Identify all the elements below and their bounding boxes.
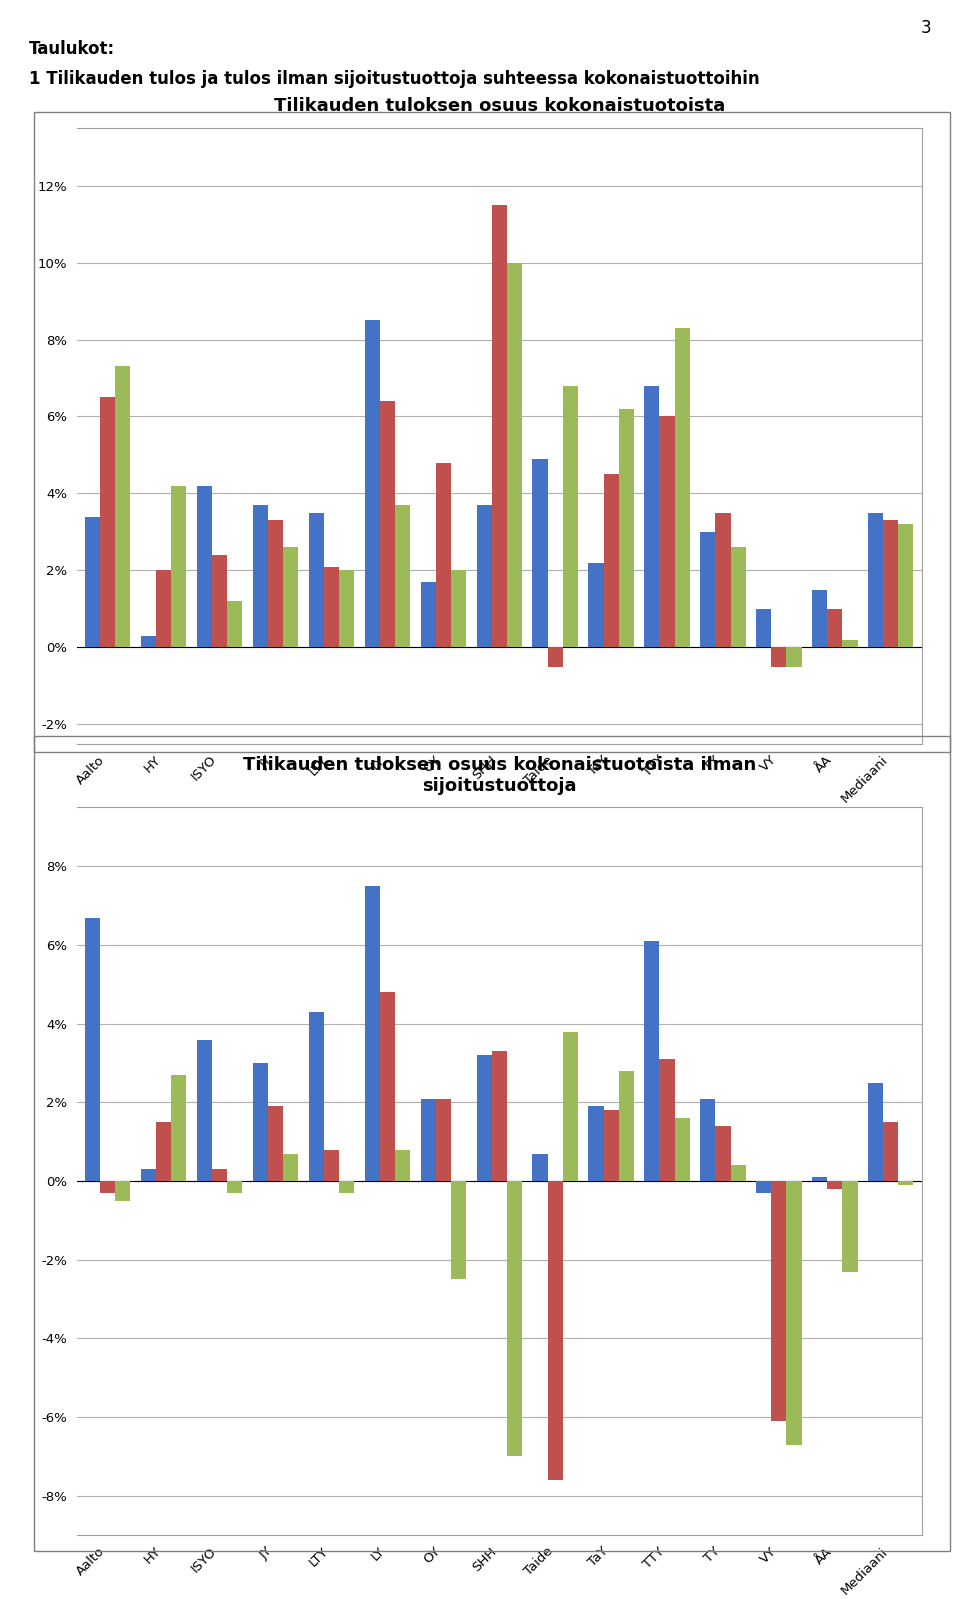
Legend: 2011, 2012, 2013: 2011, 2012, 2013 xyxy=(365,881,634,908)
Bar xyxy=(547,648,563,667)
Bar xyxy=(227,1182,242,1193)
Bar xyxy=(675,328,689,648)
Bar xyxy=(115,1182,131,1201)
Bar xyxy=(644,385,660,648)
Bar xyxy=(283,547,298,648)
Bar xyxy=(533,1153,547,1182)
Bar xyxy=(899,1182,914,1185)
Bar xyxy=(812,590,828,648)
Bar xyxy=(883,520,899,648)
Bar xyxy=(675,1118,689,1182)
Bar xyxy=(812,1177,828,1182)
Bar xyxy=(731,547,746,648)
Bar xyxy=(843,640,857,648)
Bar xyxy=(660,1059,675,1182)
Bar xyxy=(309,513,324,648)
Bar xyxy=(868,1083,883,1182)
Bar xyxy=(618,409,634,648)
Bar xyxy=(365,320,380,648)
Bar xyxy=(212,555,227,648)
Bar xyxy=(339,571,354,648)
Text: 1 Tilikauden tulos ja tulos ilman sijoitustuottoja suhteessa kokonaistuottoihin: 1 Tilikauden tulos ja tulos ilman sijoit… xyxy=(29,70,759,88)
Bar xyxy=(868,513,883,648)
Bar xyxy=(309,1012,324,1182)
Bar xyxy=(420,582,436,648)
Bar xyxy=(492,1051,507,1182)
Title: Tilikauden tuloksen osuus kokonaistuotoista: Tilikauden tuloksen osuus kokonaistuotoi… xyxy=(274,98,725,115)
Bar xyxy=(899,524,914,648)
Bar xyxy=(786,1182,802,1444)
Bar xyxy=(268,520,283,648)
Bar xyxy=(283,1153,298,1182)
Bar xyxy=(141,636,156,648)
Text: Taulukot:: Taulukot: xyxy=(29,40,115,58)
Bar xyxy=(365,886,380,1182)
Bar xyxy=(701,532,715,648)
Title: Tilikauden tuloksen osuus kokonaistuotoista ilman
sijoitustuottoja: Tilikauden tuloksen osuus kokonaistuotoi… xyxy=(243,756,756,795)
Text: 3: 3 xyxy=(921,19,931,37)
Bar xyxy=(420,1099,436,1182)
Bar xyxy=(252,505,268,648)
Bar xyxy=(492,205,507,648)
Bar xyxy=(547,1182,563,1481)
Bar xyxy=(476,1055,492,1182)
Bar xyxy=(588,563,604,648)
Bar xyxy=(395,1150,410,1182)
Bar xyxy=(715,1126,731,1182)
Bar xyxy=(197,1039,212,1182)
Bar xyxy=(772,648,786,667)
Bar xyxy=(227,601,242,648)
Bar xyxy=(563,385,578,648)
Bar xyxy=(507,262,522,648)
Bar xyxy=(212,1169,227,1182)
Bar xyxy=(324,566,339,648)
Bar xyxy=(507,1182,522,1457)
Bar xyxy=(171,1075,186,1182)
Bar xyxy=(828,609,843,648)
Bar xyxy=(451,1182,466,1279)
Bar xyxy=(115,366,131,648)
Legend: 2011, 2012, 2013: 2011, 2012, 2013 xyxy=(365,1594,634,1599)
Bar xyxy=(786,648,802,667)
Bar xyxy=(731,1166,746,1182)
Bar xyxy=(644,942,660,1182)
Bar xyxy=(756,609,772,648)
Bar xyxy=(84,516,100,648)
Bar xyxy=(533,459,547,648)
Bar xyxy=(339,1182,354,1193)
Bar xyxy=(618,1071,634,1182)
Bar xyxy=(380,993,395,1182)
Bar xyxy=(156,1122,171,1182)
Bar xyxy=(268,1107,283,1182)
Bar xyxy=(451,571,466,648)
Bar xyxy=(171,486,186,648)
Bar xyxy=(701,1099,715,1182)
Bar xyxy=(324,1150,339,1182)
Bar xyxy=(756,1182,772,1193)
Bar xyxy=(604,475,618,648)
Bar xyxy=(715,513,731,648)
Bar xyxy=(843,1182,857,1271)
Bar xyxy=(772,1182,786,1422)
Bar xyxy=(197,486,212,648)
Bar xyxy=(84,918,100,1182)
Bar xyxy=(828,1182,843,1190)
Bar xyxy=(476,505,492,648)
Bar xyxy=(436,462,451,648)
Bar xyxy=(660,416,675,648)
Bar xyxy=(141,1169,156,1182)
Bar xyxy=(436,1099,451,1182)
Bar xyxy=(883,1122,899,1182)
Bar xyxy=(395,505,410,648)
Bar xyxy=(100,397,115,648)
Bar xyxy=(563,1031,578,1182)
Bar xyxy=(588,1107,604,1182)
Bar xyxy=(252,1063,268,1182)
Bar xyxy=(380,401,395,648)
Bar xyxy=(100,1182,115,1193)
Bar xyxy=(604,1110,618,1182)
Bar xyxy=(156,571,171,648)
